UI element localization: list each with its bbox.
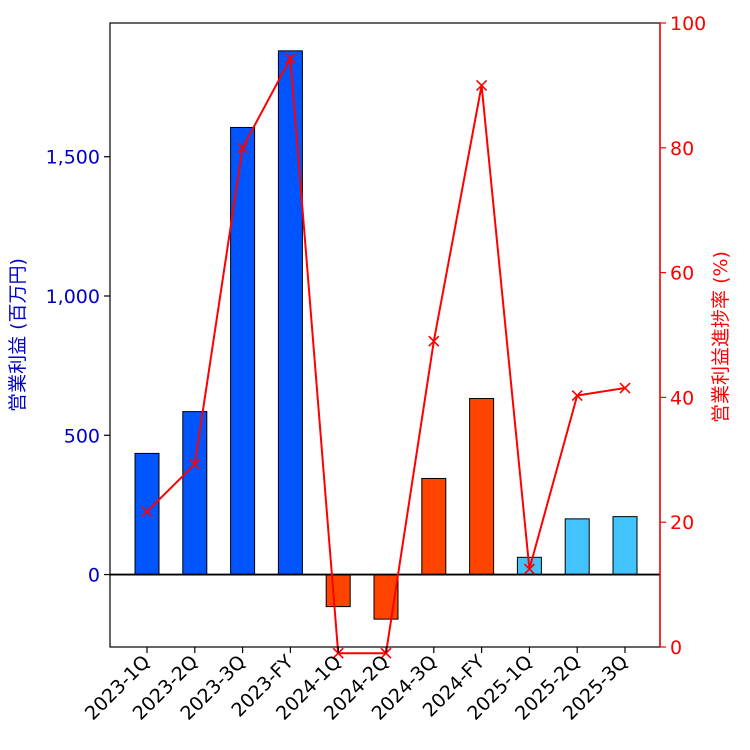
right-tick-label: 20 bbox=[670, 512, 694, 534]
progress-line-layer bbox=[141, 53, 631, 659]
bar-2024-1Q bbox=[325, 574, 351, 608]
left-tick-label: 500 bbox=[64, 425, 100, 447]
left-tick-label: 0 bbox=[88, 565, 100, 587]
right-tick-label: 100 bbox=[670, 13, 706, 35]
progress-marker-2024-2Q bbox=[380, 647, 392, 659]
right-tick-label: 60 bbox=[670, 263, 694, 285]
left-tick-label: 1,000 bbox=[46, 286, 100, 308]
bar-2023-3Q bbox=[230, 126, 256, 576]
bars-layer bbox=[134, 50, 638, 620]
bar-2025-3Q bbox=[612, 516, 638, 576]
progress-marker-2023-FY bbox=[284, 53, 296, 65]
right-y-axis: 0 20 40 60 80 100 bbox=[659, 13, 706, 659]
progress-marker-2023-2Q bbox=[189, 458, 201, 470]
right-tick-label: 80 bbox=[670, 138, 694, 160]
progress-line bbox=[146, 55, 626, 655]
progress-marker-2025-3Q bbox=[619, 382, 631, 394]
progress-marker-2024-3Q bbox=[428, 335, 440, 347]
left-y-axis: 0 500 1,000 1,500 bbox=[46, 147, 110, 587]
right-tick-label: 40 bbox=[670, 387, 694, 409]
progress-marker-2025-2Q bbox=[571, 389, 583, 402]
left-tick-label: 1,500 bbox=[46, 147, 100, 169]
right-axis-label: 営業利益進捗率 (%) bbox=[710, 251, 732, 423]
bar-2025-2Q bbox=[564, 518, 590, 576]
bar-2024-3Q bbox=[421, 477, 447, 576]
x-axis: 2023-1Q2023-2Q2023-3Q2023-FY2024-1Q2024-… bbox=[81, 647, 633, 725]
bar-2024-FY bbox=[469, 398, 495, 576]
right-tick-label: 0 bbox=[670, 637, 682, 659]
progress-marker-2025-1Q bbox=[523, 563, 535, 575]
progress-marker-2023-1Q bbox=[141, 506, 153, 518]
progress-marker-2024-1Q bbox=[332, 647, 344, 659]
bar-2023-FY bbox=[277, 50, 303, 576]
bar-2023-2Q bbox=[182, 411, 208, 576]
progress-marker-2023-3Q bbox=[237, 142, 249, 154]
left-axis-label: 営業利益 (百万円) bbox=[7, 258, 29, 412]
progress-marker-2024-FY bbox=[476, 79, 488, 91]
bar-2023-1Q bbox=[134, 452, 160, 576]
